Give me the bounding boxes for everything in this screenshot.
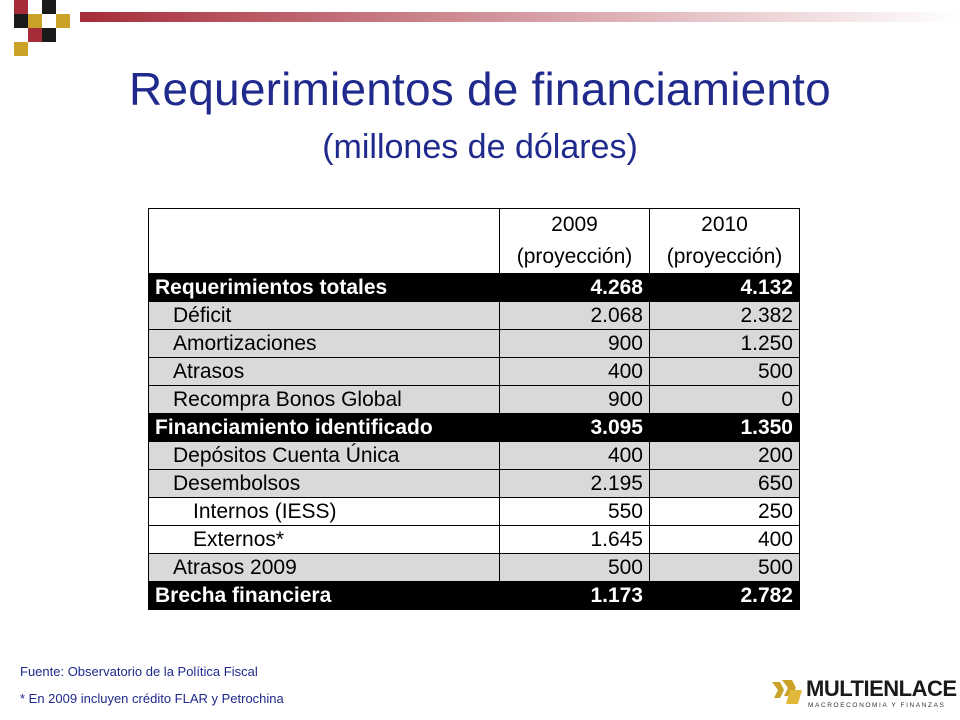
logo-tagline: MACROECONOMIA Y FINANZAS: [808, 702, 946, 709]
row-value-2010: 1.250: [649, 329, 800, 358]
table-row: Déficit 2.068 2.382: [148, 301, 800, 330]
row-value-2010: 1.350: [649, 413, 800, 442]
row-value-2009: 3.095: [499, 413, 650, 442]
table-header-row-years: 2009 2010: [148, 208, 800, 274]
checker-decoration: [0, 0, 70, 56]
row-value-2009: 400: [499, 357, 650, 386]
table-row: Desembolsos 2.195 650: [148, 469, 800, 498]
row-value-2009: 1.645: [499, 525, 650, 554]
row-value-2009: 400: [499, 441, 650, 470]
table-row: Externos* 1.645 400: [148, 525, 800, 554]
row-value-2009: 500: [499, 553, 650, 582]
table-row: Internos (IESS) 550 250: [148, 497, 800, 526]
financing-table: 2009 2010 (proyección) (proyección) Requ…: [148, 208, 800, 610]
header-note-2010: (proyección): [649, 241, 800, 274]
row-label: Depósitos Cuenta Única: [148, 441, 500, 470]
row-value-2009: 900: [499, 385, 650, 414]
header-year-2010: 2010: [649, 208, 800, 241]
page-title: Requerimientos de financiamiento: [129, 63, 831, 115]
row-label: Amortizaciones: [148, 329, 500, 358]
header-gradient-bar: [80, 12, 960, 22]
row-value-2010: 4.132: [649, 273, 800, 302]
row-value-2009: 4.268: [499, 273, 650, 302]
row-value-2009: 1.173: [499, 581, 650, 610]
table-row: Brecha financiera 1.173 2.782: [148, 581, 800, 610]
row-label: Atrasos 2009: [148, 553, 500, 582]
row-label: Externos*: [148, 525, 500, 554]
header-blank-cell: [148, 208, 500, 274]
row-value-2010: 500: [649, 357, 800, 386]
table-row: Atrasos 400 500: [148, 357, 800, 386]
row-label: Brecha financiera: [148, 581, 500, 610]
page-subtitle: (millones de dólares): [322, 128, 638, 166]
header-note-2009: (proyección): [499, 241, 650, 274]
table-row: Requerimientos totales 4.268 4.132: [148, 273, 800, 302]
multienlace-logo-icon: [772, 680, 802, 704]
row-label: Recompra Bonos Global: [148, 385, 500, 414]
row-label: Internos (IESS): [148, 497, 500, 526]
table-header-row-notes: (proyección) (proyección): [149, 241, 800, 274]
table-row: Financiamiento identificado 3.095 1.350: [148, 413, 800, 442]
row-label: Financiamiento identificado: [148, 413, 500, 442]
row-value-2009: 900: [499, 329, 650, 358]
multienlace-logo: MULTIENLACE MACROECONOMIA Y FINANZAS: [770, 676, 957, 714]
row-label: Déficit: [148, 301, 500, 330]
logo-name: MULTIENLACE: [806, 676, 957, 701]
row-value-2010: 200: [649, 441, 800, 470]
table-row: Amortizaciones 900 1.250: [148, 329, 800, 358]
row-value-2010: 250: [649, 497, 800, 526]
row-value-2010: 650: [649, 469, 800, 498]
row-value-2010: 400: [649, 525, 800, 554]
source-footnote: Fuente: Observatorio de la Política Fisc…: [20, 664, 258, 679]
row-value-2009: 550: [499, 497, 650, 526]
table-row: Depósitos Cuenta Única 400 200: [148, 441, 800, 470]
row-value-2010: 0: [649, 385, 800, 414]
row-value-2009: 2.068: [499, 301, 650, 330]
row-label: Atrasos: [148, 357, 500, 386]
row-value-2010: 2.382: [649, 301, 800, 330]
row-label: Requerimientos totales: [148, 273, 500, 302]
row-value-2009: 2.195: [499, 469, 650, 498]
table-row: Atrasos 2009 500 500: [148, 553, 800, 582]
asterisk-footnote: * En 2009 incluyen crédito FLAR y Petroc…: [20, 691, 284, 706]
row-value-2010: 2.782: [649, 581, 800, 610]
row-label: Desembolsos: [148, 469, 500, 498]
table-row: Recompra Bonos Global 900 0: [148, 385, 800, 414]
header-year-2009: 2009: [499, 208, 650, 241]
row-value-2010: 500: [649, 553, 800, 582]
